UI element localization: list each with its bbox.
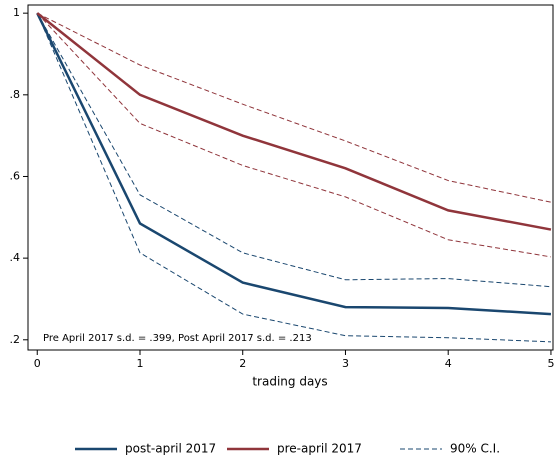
series-line — [36, 12, 552, 231]
legend-label: 90% C.I. — [450, 442, 500, 456]
y-tick-label: 1 — [13, 6, 20, 19]
y-tick-label: .2 — [10, 333, 21, 346]
x-tick-label: 4 — [445, 357, 452, 370]
x-tick-label: 2 — [239, 357, 246, 370]
x-tick-label: 3 — [342, 357, 349, 370]
legend-label: pre-april 2017 — [277, 442, 362, 456]
x-tick-label: 1 — [136, 357, 143, 370]
x-tick-label: 5 — [547, 357, 554, 370]
ci-upper — [36, 12, 551, 288]
x-tick-label: 0 — [34, 357, 41, 370]
legend-label: post-april 2017 — [125, 442, 216, 456]
x-axis-title: trading days — [252, 375, 327, 389]
annotation: Pre April 2017 s.d. = .399, Post April 2… — [43, 333, 312, 344]
series-line — [36, 12, 552, 316]
plot-frame — [27, 4, 554, 351]
ci-lower — [36, 12, 551, 343]
y-tick-label: .8 — [10, 88, 21, 101]
y-tick-label: .6 — [10, 169, 21, 182]
y-tick-label: .4 — [10, 251, 21, 264]
ci-lower — [36, 12, 552, 258]
ci-upper — [37, 12, 552, 203]
